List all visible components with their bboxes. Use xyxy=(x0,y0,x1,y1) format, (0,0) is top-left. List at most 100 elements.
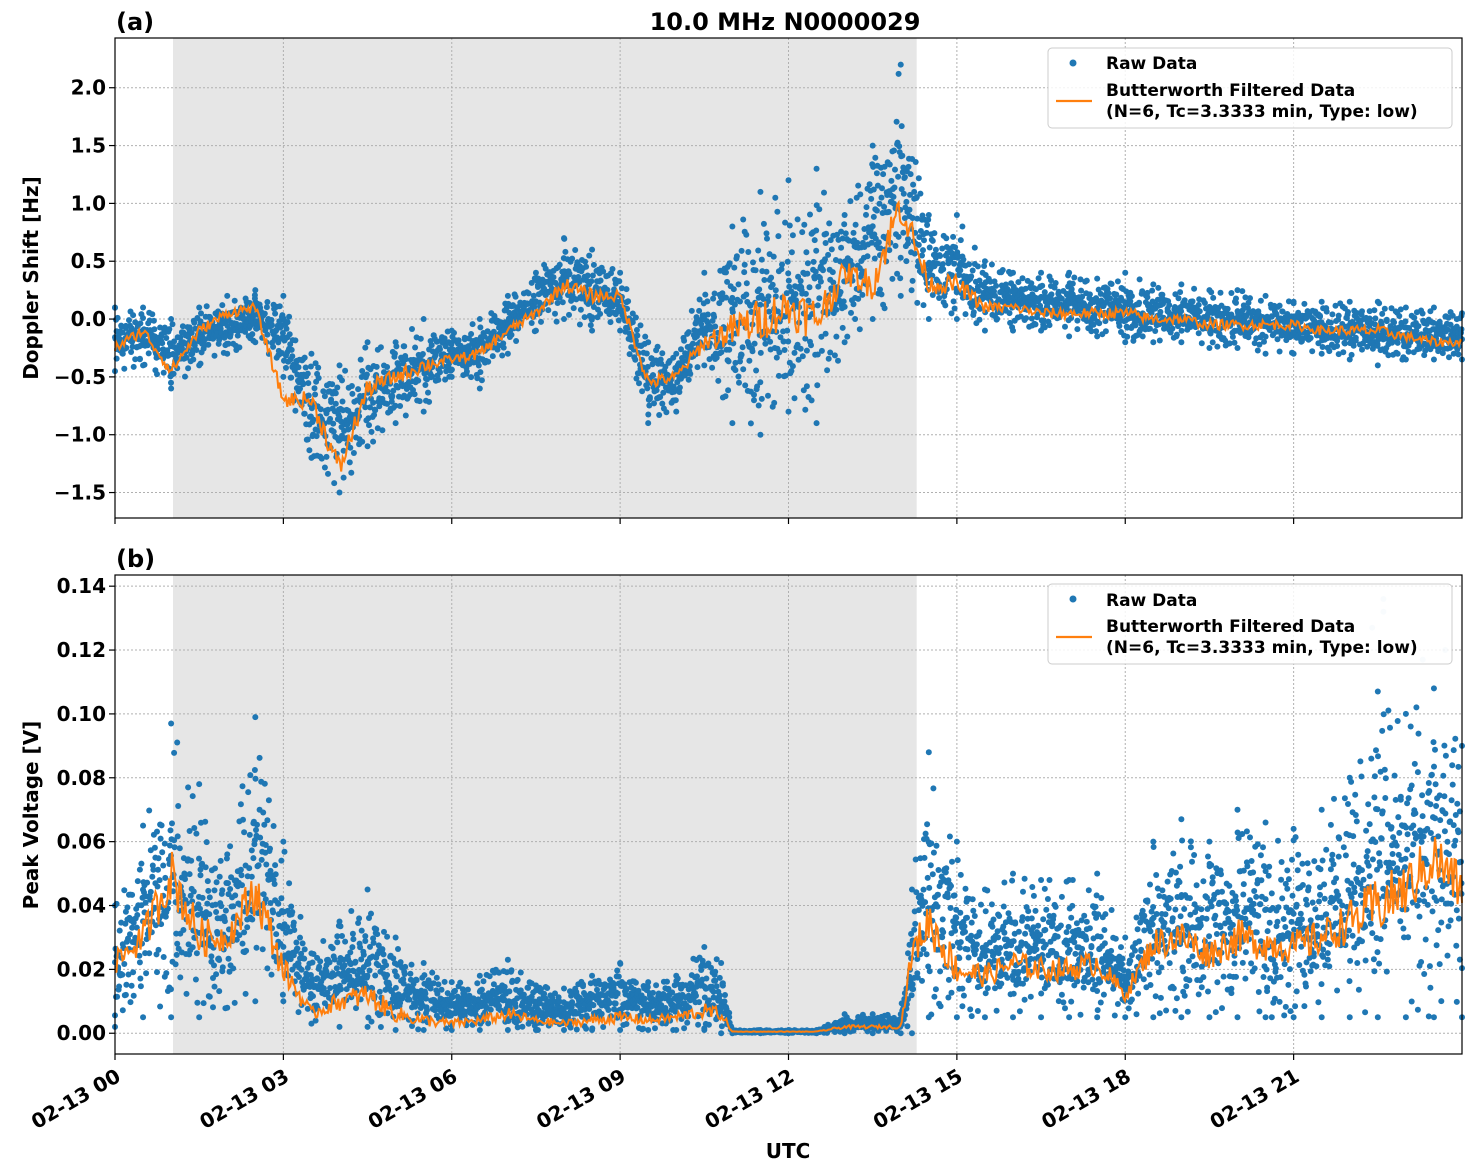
raw-data-point xyxy=(114,314,121,321)
raw-data-point xyxy=(401,343,408,350)
raw-data-point xyxy=(907,171,914,178)
raw-data-point xyxy=(377,344,384,351)
raw-data-point xyxy=(862,234,869,241)
raw-data-point xyxy=(750,259,756,266)
raw-data-point xyxy=(372,407,379,414)
raw-data-point xyxy=(893,118,900,125)
raw-data-point xyxy=(561,235,567,242)
raw-data-point xyxy=(270,343,277,350)
raw-data-point xyxy=(1346,356,1353,363)
raw-data-point xyxy=(824,367,831,374)
raw-data-point xyxy=(288,903,295,910)
raw-data-point xyxy=(1231,339,1238,346)
raw-data-point xyxy=(895,70,902,77)
raw-data-point xyxy=(580,981,586,988)
raw-data-point xyxy=(1173,331,1180,338)
raw-data-point xyxy=(1083,277,1090,284)
raw-data-point xyxy=(349,930,356,937)
raw-data-point xyxy=(512,293,519,300)
raw-data-point xyxy=(204,878,211,885)
raw-data-point xyxy=(753,367,760,374)
raw-data-point xyxy=(284,319,291,326)
raw-data-point xyxy=(1038,327,1045,334)
raw-data-point xyxy=(1116,323,1123,329)
raw-data-point xyxy=(765,293,772,300)
raw-data-point xyxy=(312,360,319,367)
raw-data-point xyxy=(772,287,779,294)
raw-data-point xyxy=(136,866,143,873)
raw-data-point xyxy=(743,291,750,298)
raw-data-point xyxy=(863,204,870,211)
raw-data-point xyxy=(757,431,764,438)
raw-data-point xyxy=(185,365,192,372)
raw-data-point xyxy=(397,366,404,373)
raw-data-point xyxy=(651,400,657,407)
raw-data-point xyxy=(477,324,484,331)
raw-data-point xyxy=(183,990,190,997)
panel-a-y-axis: −1.5−1.0−0.50.00.51.01.52.0 xyxy=(54,76,115,505)
raw-data-point xyxy=(231,999,238,1006)
raw-data-point xyxy=(1094,333,1101,340)
raw-data-point xyxy=(878,291,885,298)
raw-data-point xyxy=(873,207,880,214)
raw-data-point xyxy=(330,420,337,427)
raw-data-point xyxy=(895,233,902,240)
raw-data-point xyxy=(736,379,742,386)
raw-data-point xyxy=(710,295,717,302)
raw-data-point xyxy=(725,358,732,365)
panel-a-legend: Raw Data Butterworth Filtered Data (N=6,… xyxy=(1047,47,1453,129)
raw-data-point xyxy=(308,405,315,412)
raw-data-point xyxy=(329,945,336,952)
raw-data-point xyxy=(168,316,175,323)
raw-data-point xyxy=(673,350,680,357)
raw-data-point xyxy=(338,986,344,993)
raw-data-point xyxy=(468,331,475,337)
raw-data-point xyxy=(257,834,264,841)
raw-data-point xyxy=(1096,320,1103,327)
raw-data-point xyxy=(219,887,226,894)
raw-data-point xyxy=(844,333,851,340)
raw-data-point xyxy=(299,940,306,947)
raw-data-point xyxy=(1066,333,1073,340)
raw-data-point xyxy=(1178,339,1185,346)
raw-data-point xyxy=(290,919,297,926)
raw-data-point xyxy=(376,988,383,995)
raw-data-point xyxy=(366,422,372,429)
raw-data-point xyxy=(1122,339,1129,346)
raw-data-point xyxy=(320,388,327,395)
raw-data-point xyxy=(425,389,431,396)
raw-data-point xyxy=(238,872,245,879)
raw-data-point xyxy=(1318,350,1325,357)
raw-data-point xyxy=(765,392,771,399)
raw-data-point xyxy=(908,287,915,294)
raw-data-point xyxy=(825,355,832,362)
raw-data-point xyxy=(158,822,165,829)
raw-data-point xyxy=(590,261,597,268)
raw-data-point xyxy=(841,211,848,218)
raw-data-point xyxy=(214,930,221,937)
raw-data-point xyxy=(528,320,535,326)
raw-data-point xyxy=(428,342,435,349)
raw-data-point xyxy=(265,797,272,804)
raw-data-point xyxy=(1157,308,1164,315)
raw-data-point xyxy=(402,356,409,363)
raw-data-point xyxy=(926,244,933,251)
raw-data-point xyxy=(377,1024,384,1030)
raw-data-point xyxy=(1128,293,1135,300)
raw-data-point xyxy=(480,978,487,985)
raw-data-point xyxy=(1169,325,1176,332)
raw-data-point xyxy=(478,377,485,384)
raw-data-point xyxy=(711,290,718,297)
raw-data-point xyxy=(389,393,396,399)
raw-data-point xyxy=(917,190,924,197)
raw-data-point xyxy=(583,1025,590,1032)
raw-data-point xyxy=(600,1024,607,1030)
raw-data-point xyxy=(216,873,223,880)
raw-data-point xyxy=(397,403,404,409)
raw-data-point xyxy=(1074,317,1081,324)
raw-data-point xyxy=(1041,289,1048,296)
raw-data-point xyxy=(154,828,160,835)
raw-data-point xyxy=(1262,350,1269,357)
raw-data-point xyxy=(771,399,778,406)
raw-data-point xyxy=(866,181,873,188)
